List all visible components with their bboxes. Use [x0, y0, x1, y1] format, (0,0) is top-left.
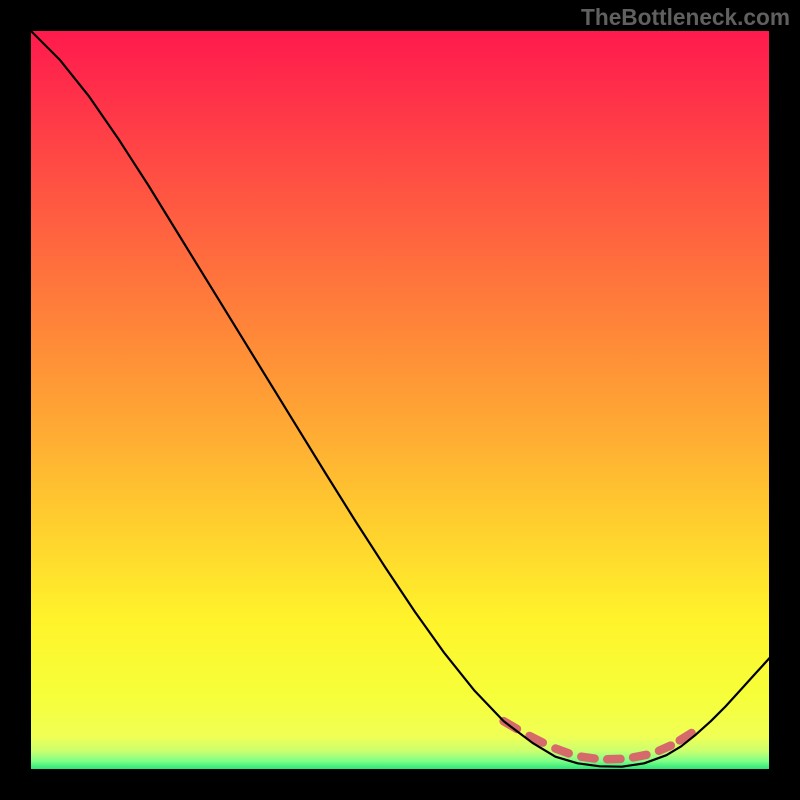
chart-svg [0, 0, 800, 800]
basin-mark [659, 746, 671, 751]
basin-mark [555, 749, 568, 754]
plot-background [30, 30, 770, 770]
watermark-text: TheBottleneck.com [581, 4, 790, 31]
stage: TheBottleneck.com [0, 0, 800, 800]
basin-mark [633, 755, 646, 758]
basin-mark [581, 757, 594, 759]
